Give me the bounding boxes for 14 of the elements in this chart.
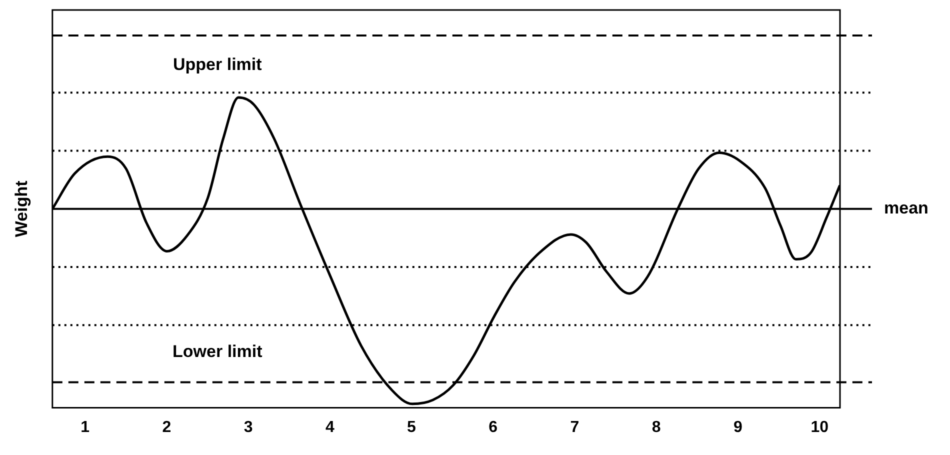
x-tick-label: 4 [325, 418, 334, 436]
ref-line-label: mean [884, 198, 928, 218]
x-tick-label: 1 [80, 418, 90, 436]
x-tick-label: 3 [244, 418, 253, 436]
y-axis-title: Weight [12, 180, 31, 238]
x-tick-label: 7 [570, 418, 580, 436]
x-tick-label: 10 [810, 418, 829, 436]
x-tick-label: 2 [162, 418, 172, 436]
x-tick-label: 8 [652, 418, 661, 436]
ref-line-label: Lower limit [172, 342, 263, 361]
x-tick-label: 6 [488, 418, 498, 436]
x-tick-label: 5 [407, 418, 416, 436]
x-tick-label: 9 [734, 418, 743, 436]
ref-line-label: Upper limit [173, 55, 262, 74]
